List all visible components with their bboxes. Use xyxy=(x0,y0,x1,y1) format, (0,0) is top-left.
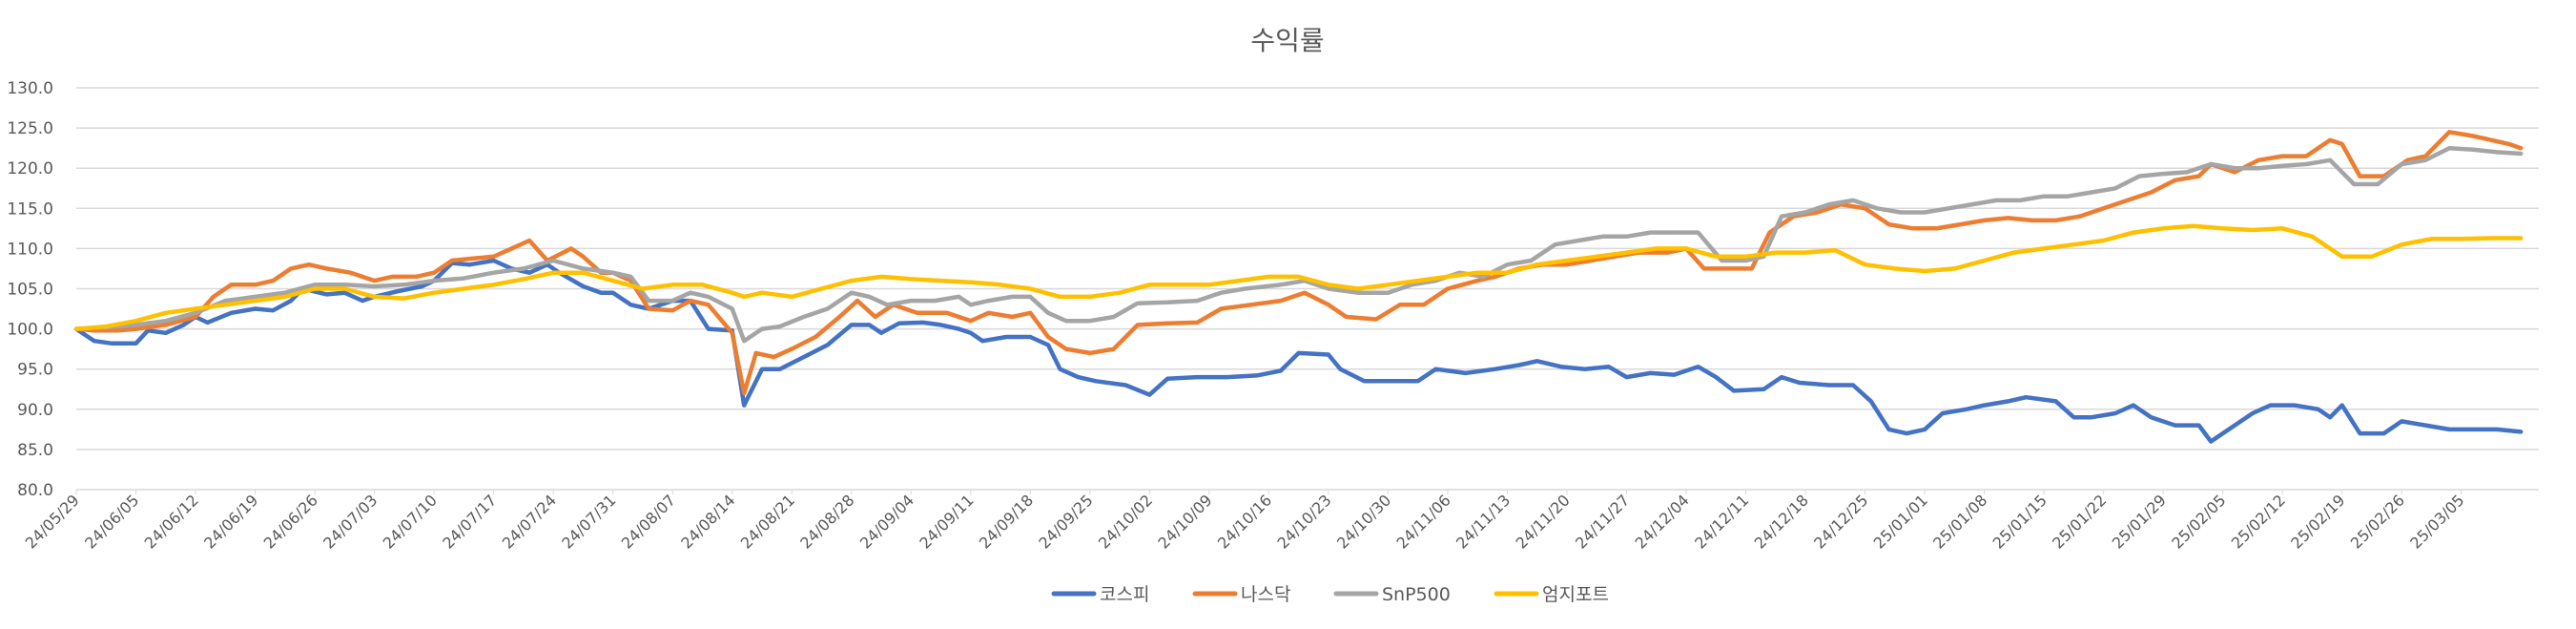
chart-title: 수익률 xyxy=(1250,25,1324,56)
y-axis-tick-labels: 80.0 85.0 90.0 95.0 100.0 105.0 110.0 115.0 120.… xyxy=(7,79,53,500)
y-tick-label: 100.0 xyxy=(7,321,53,340)
y-tick-label: 90.0 xyxy=(17,401,53,420)
y-tick-label: 85.0 xyxy=(17,441,53,460)
legend-label: 코스피 xyxy=(1100,584,1149,605)
y-tick-label: 115.0 xyxy=(7,199,53,219)
y-tick-label: 105.0 xyxy=(7,281,53,300)
y-tick-label: 130.0 xyxy=(7,79,53,98)
series-lines xyxy=(73,130,2524,444)
series-line-4 xyxy=(73,223,2524,331)
series-line-2 xyxy=(73,130,2524,396)
series-line-3 xyxy=(73,145,2524,344)
y-tick-label: 125.0 xyxy=(7,119,53,138)
y-tick-label: 110.0 xyxy=(7,240,53,259)
legend-label: SnP500 xyxy=(1382,584,1451,605)
series-line-1 xyxy=(73,258,2524,444)
y-tick-label: 120.0 xyxy=(7,159,53,178)
legend-label: 나스닥 xyxy=(1241,584,1290,605)
y-tick-label: 95.0 xyxy=(17,361,53,380)
legend: 코스피 나스닥 SnP500 엄지포트 xyxy=(1051,584,1609,605)
y-tick-label: 80.0 xyxy=(17,481,53,500)
gridlines xyxy=(76,87,2539,491)
legend-label: 엄지포트 xyxy=(1542,584,1609,605)
